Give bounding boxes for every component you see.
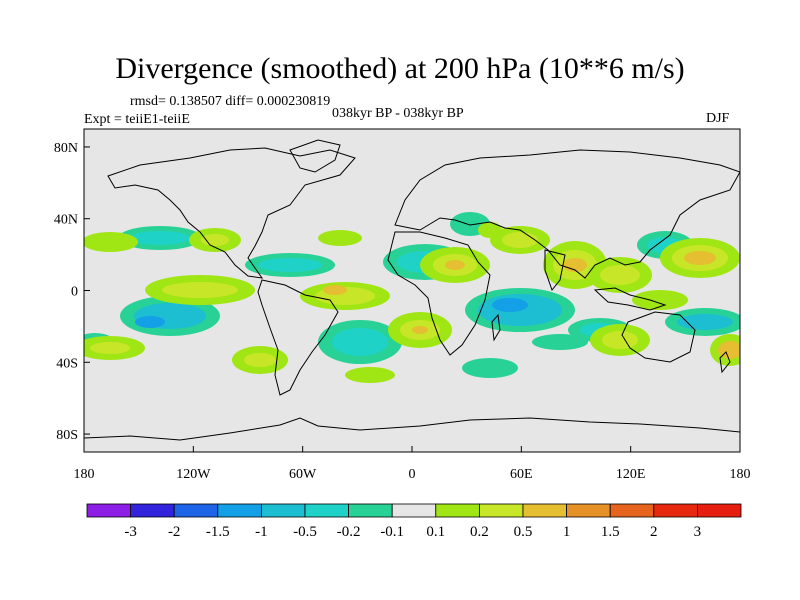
coast-greenland [289, 139, 341, 173]
colorbar-label: -3 [124, 524, 137, 540]
colorbar-swatch [566, 503, 611, 518]
colorbar-label: 1.5 [601, 524, 620, 540]
divergence-cell [478, 222, 502, 238]
colorbar: -3 -2 -1.5 -1 -0.5 -0.2 -0.1 0.1 0.2 0.5 1 1.5 2 3 [86, 503, 742, 540]
coast-australia [621, 311, 696, 363]
lat-tick-label: 40S [56, 356, 78, 371]
divergence-cell [258, 258, 322, 272]
lat-ticks: 80N 40N 0 40S 80S [54, 141, 90, 443]
divergence-cell [244, 353, 276, 367]
coast-maritime-continent [593, 287, 667, 311]
colorbar-swatch [609, 503, 655, 518]
colorbar-label: 2 [650, 524, 658, 540]
colorbar-swatch [478, 503, 524, 518]
lon-ticks: 180 120W 60W 0 60E 120E 180 [74, 446, 751, 482]
coast-south-america [257, 279, 339, 396]
lon-tick-label: 180 [730, 467, 751, 482]
colorbar-label: -1 [255, 524, 268, 540]
divergence-cell [345, 367, 395, 383]
divergence-cell [502, 232, 538, 248]
colorbar-label: -1.5 [206, 524, 230, 540]
experiment-label: Expt = teiiE1-teiiE [84, 112, 190, 127]
colorbar-label: -0.2 [337, 524, 361, 540]
colorbar-swatch [348, 503, 393, 518]
colorbar-label: -2 [168, 524, 181, 540]
divergence-cell [445, 260, 465, 270]
colorbar-swatch [435, 503, 480, 518]
divergence-cell [602, 331, 638, 349]
divergence-cell [462, 358, 518, 378]
colorbar-swatch [304, 503, 349, 518]
colorbar-label: 1 [563, 524, 571, 540]
lat-tick-label: 80N [54, 141, 78, 156]
colorbar-swatch [217, 503, 262, 518]
lon-tick-label: 60E [510, 467, 533, 482]
colorbar-label: 0.5 [514, 524, 533, 540]
colorbar-swatch [130, 503, 175, 518]
chart-title: Divergence (smoothed) at 200 hPa (10**6 … [115, 52, 685, 85]
season-label: DJF [706, 111, 730, 126]
lon-tick-label: 60W [289, 467, 317, 482]
colorbar-label: 0.1 [426, 524, 445, 540]
colorbar-swatch [522, 503, 567, 518]
divergence-cell [162, 282, 238, 298]
coast-europe-asia [394, 149, 740, 279]
colorbar-swatch [697, 503, 742, 518]
colorbar-label: 3 [694, 524, 702, 540]
coast-new-zealand [719, 351, 731, 374]
period-label: 038kyr BP - 038kyr BP [332, 106, 464, 121]
divergence-cell [600, 265, 640, 285]
coast-antarctica [84, 417, 740, 441]
divergence-field [84, 212, 740, 383]
divergence-cell [677, 314, 733, 330]
lon-tick-label: 180 [74, 467, 95, 482]
stats-text: rmsd= 0.138507 diff= 0.000230819 [130, 94, 331, 109]
divergence-cell [84, 232, 138, 252]
lat-tick-label: 40N [54, 213, 78, 228]
lat-tick-label: 0 [71, 285, 78, 300]
divergence-cell [135, 316, 165, 328]
colorbar-swatch [260, 503, 306, 518]
divergence-cell [318, 230, 362, 246]
divergence-cell [412, 326, 428, 334]
colorbar-swatch [391, 503, 437, 518]
lon-tick-label: 120W [176, 467, 211, 482]
coast-north-america [107, 147, 356, 279]
colorbar-swatch [653, 503, 698, 518]
lat-tick-label: 80S [56, 428, 78, 443]
divergence-cell [684, 251, 716, 265]
colorbar-swatch [173, 503, 219, 518]
lon-tick-label: 120E [616, 467, 646, 482]
divergence-cell [130, 231, 190, 245]
divergence-cell [90, 342, 130, 354]
divergence-cell [492, 298, 528, 312]
coast-africa [387, 231, 491, 356]
divergence-cell [201, 234, 229, 246]
coast-india [544, 249, 566, 292]
colorbar-label: 0.2 [470, 524, 489, 540]
colorbar-swatch [86, 503, 131, 518]
lon-tick-label: 0 [409, 467, 416, 482]
colorbar-label: -0.5 [293, 524, 317, 540]
divergence-cell [632, 290, 688, 310]
coastlines [84, 139, 740, 441]
divergence-cell [332, 328, 388, 356]
coast-madagascar [491, 313, 501, 342]
divergence-cell [323, 285, 347, 295]
divergence-cell [532, 334, 588, 350]
colorbar-label: -0.1 [380, 524, 404, 540]
